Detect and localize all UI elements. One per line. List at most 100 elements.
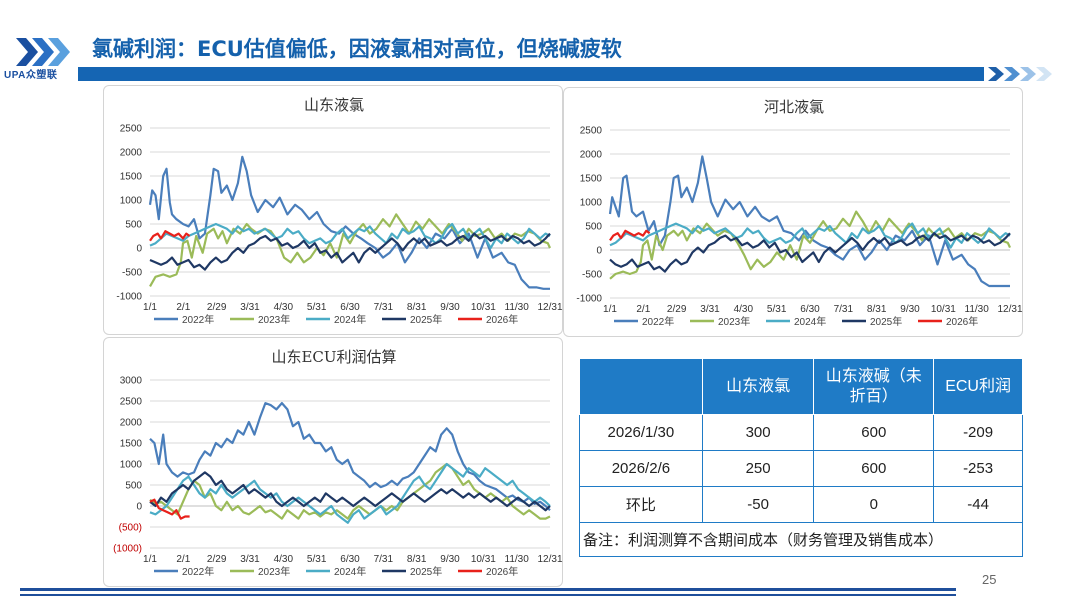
table-row: 2026/1/30 300 600 -209 <box>579 414 1023 451</box>
table-note: 备注：利润测算不含期间成本（财务管理及销售成本） <box>579 522 1023 557</box>
table-cell: 2026/2/6 <box>579 450 703 487</box>
page-number: 25 <box>982 572 997 587</box>
x-tick-label: 1/1 <box>603 304 617 315</box>
table-cell: -209 <box>933 414 1023 451</box>
table-cell: 环比 <box>579 486 703 523</box>
y-tick-label: 1500 <box>120 439 143 450</box>
x-tick-label: 9/30 <box>900 304 920 315</box>
legend-label: 2022年 <box>182 565 214 578</box>
legend-label: 2022年 <box>182 313 214 326</box>
legend-label: 2026年 <box>486 565 518 578</box>
legend-label: 2026年 <box>946 315 978 328</box>
chart-panel-shandong-chlorine: 山东液氯 2500 2000 1500 1000 500 0 -500 -1000 1/1 2/1 2… <box>103 85 563 335</box>
table-cell: -44 <box>933 486 1023 523</box>
legend-label: 2025年 <box>410 313 442 326</box>
x-tick-label: 7/31 <box>374 302 394 313</box>
footer-divider <box>20 588 956 591</box>
x-tick-label: 2/1 <box>176 554 190 565</box>
y-tick-label: -1000 <box>576 294 602 305</box>
y-tick-label: 1000 <box>580 198 603 209</box>
legend-label: 2022年 <box>642 315 674 328</box>
x-tick-label: 2/1 <box>636 304 650 315</box>
x-tick-label: 11/30 <box>965 304 990 315</box>
x-tick-label: 7/31 <box>834 304 854 315</box>
x-tick-label: 5/31 <box>307 302 327 313</box>
y-tick-label: 2000 <box>580 150 603 161</box>
y-tick-label: 0 <box>136 502 142 513</box>
table-row: 2026/2/6 250 600 -253 <box>579 450 1023 487</box>
x-tick-label: 1/1 <box>143 554 157 565</box>
legend-label: 2023年 <box>258 313 290 326</box>
chevron-right-icon <box>988 67 1052 81</box>
x-tick-label: 2/29 <box>207 554 227 565</box>
chart-title: 山东液氯 <box>304 96 364 114</box>
legend-label: 2025年 <box>410 565 442 578</box>
series-line-2025年 <box>609 232 1011 273</box>
series-line-2025年 <box>149 471 551 512</box>
y-tick-label: 3000 <box>120 376 143 387</box>
legend-label: 2026年 <box>486 313 518 326</box>
x-tick-label: 9/30 <box>440 302 460 313</box>
x-tick-label: 7/31 <box>374 554 394 565</box>
table-cell: 600 <box>813 450 935 487</box>
legend-label: 2023年 <box>258 565 290 578</box>
x-tick-label: 1/1 <box>143 302 157 313</box>
x-tick-label: 11/30 <box>505 302 530 313</box>
y-tick-label: 2000 <box>120 418 143 429</box>
series-line-2024年 <box>149 222 551 250</box>
x-tick-label: 11/30 <box>505 554 530 565</box>
x-tick-label: 6/30 <box>800 304 820 315</box>
upa-logo-icon <box>16 38 70 66</box>
series-line-2024年 <box>149 462 551 524</box>
y-tick-label: 500 <box>125 220 142 231</box>
y-tick-label: 2500 <box>120 124 143 135</box>
y-tick-label: 2500 <box>580 126 603 137</box>
y-tick-label: -500 <box>122 268 142 279</box>
title-bar <box>78 67 984 81</box>
y-tick-label: 1000 <box>120 460 143 471</box>
x-tick-label: 4/30 <box>274 554 294 565</box>
chart-panel-hebei-chlorine: 河北液氯 2500 2000 1500 1000 500 0 -500 -1000 1/1 2/1 2… <box>563 87 1023 337</box>
series-line-2022年 <box>149 401 551 511</box>
x-tick-label: 4/30 <box>274 302 294 313</box>
table-note-row: 备注：利润测算不含期间成本（财务管理及销售成本） <box>579 522 1023 557</box>
logo-text: UPA众塑联 <box>4 70 58 81</box>
table-cell: 0 <box>813 486 935 523</box>
chart-ecu-profit: 山东ECU利润估算 3000 2500 2000 1500 1000 500 0 (500) (1… <box>113 348 563 578</box>
x-tick-label: 8/31 <box>407 554 427 565</box>
y-tick-label: 2000 <box>120 148 143 159</box>
series-line-2026年 <box>149 230 191 242</box>
series-line-2022年 <box>148 155 550 290</box>
table-header-row: 山东液氯 山东液碱（未折百） ECU利润 <box>579 358 1023 415</box>
chart-title: 山东ECU利润估算 <box>271 348 396 366</box>
series-line-2026年 <box>149 498 190 520</box>
table-cell: 600 <box>813 414 935 451</box>
x-tick-label: 2/29 <box>667 304 687 315</box>
x-tick-label: 12/31 <box>537 302 562 313</box>
table-header-cell: 山东液氯 <box>701 358 815 415</box>
legend-label: 2025年 <box>870 315 902 328</box>
series-line-2026年 <box>609 229 651 242</box>
x-tick-label: 5/31 <box>767 304 787 315</box>
x-tick-label: 10/31 <box>471 302 496 313</box>
y-tick-label: (1000) <box>113 544 142 555</box>
chart-panel-ecu-profit: 山东ECU利润估算 3000 2500 2000 1500 1000 500 0 (500) (1… <box>103 337 563 587</box>
x-tick-label: 6/30 <box>340 302 360 313</box>
x-tick-label: 3/31 <box>240 554 260 565</box>
y-tick-label: 1500 <box>120 172 143 183</box>
table-header-cell <box>579 358 703 415</box>
x-tick-label: 5/31 <box>307 554 327 565</box>
x-tick-label: 9/30 <box>440 554 460 565</box>
legend-label: 2023年 <box>718 315 750 328</box>
y-tick-label: 1000 <box>120 196 143 207</box>
table-cell: -50 <box>701 486 815 523</box>
legend-label: 2024年 <box>334 565 366 578</box>
x-tick-label: 8/31 <box>407 302 427 313</box>
legend-label: 2024年 <box>334 313 366 326</box>
series-line-2024年 <box>609 222 1011 249</box>
x-tick-label: 2/1 <box>176 302 190 313</box>
table-cell: 2026/1/30 <box>579 414 703 451</box>
table-cell: 250 <box>701 450 815 487</box>
x-tick-label: 8/31 <box>867 304 887 315</box>
